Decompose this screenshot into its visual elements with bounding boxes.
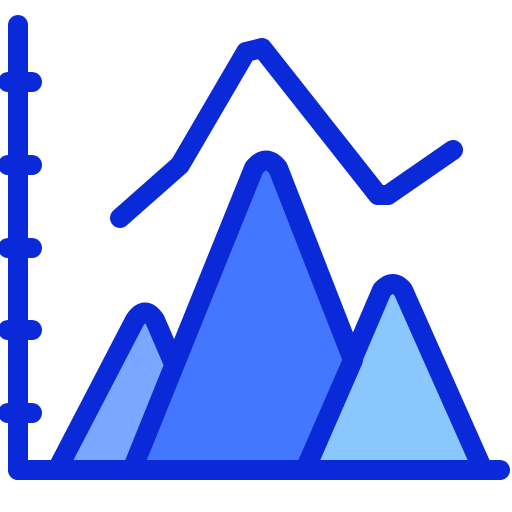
peak-center [122, 150, 363, 480]
trend-line [110, 38, 463, 228]
peak-right [295, 274, 493, 480]
